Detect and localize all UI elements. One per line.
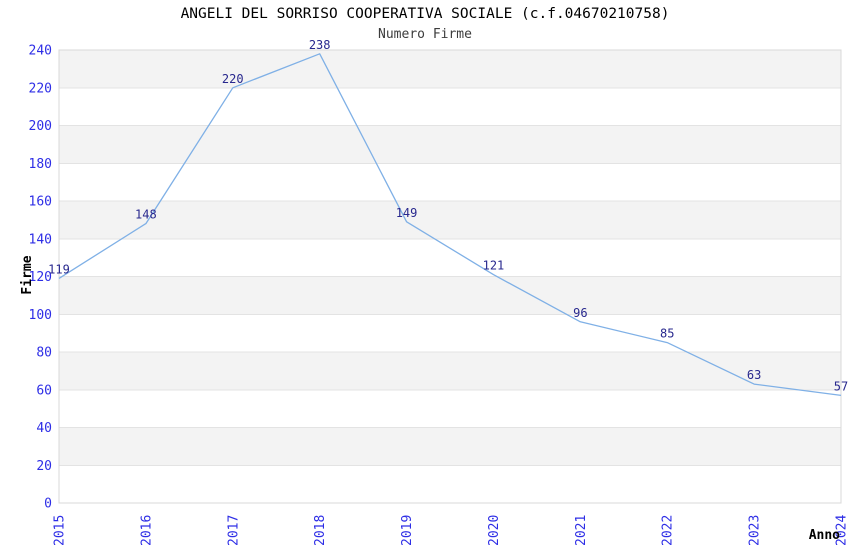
y-axis-tick-label: 200 bbox=[29, 119, 52, 134]
data-point-label: 148 bbox=[135, 208, 157, 222]
y-axis-tick-label: 240 bbox=[29, 44, 52, 59]
x-axis-tick-label: 2021 bbox=[574, 515, 589, 546]
x-axis-tick-label: 2017 bbox=[226, 515, 241, 546]
data-point-label: 238 bbox=[309, 38, 331, 52]
data-point-label: 85 bbox=[660, 327, 674, 341]
data-point-label: 57 bbox=[834, 379, 848, 393]
data-point-label: 121 bbox=[483, 259, 505, 273]
y-axis-tick-label: 40 bbox=[36, 421, 52, 436]
x-axis-tick-label: 2020 bbox=[487, 515, 502, 546]
x-axis-title: Anno bbox=[809, 528, 840, 543]
y-axis-tick-label: 180 bbox=[29, 157, 52, 172]
y-axis-tick-label: 20 bbox=[36, 459, 52, 474]
x-axis-tick-label: 2019 bbox=[400, 515, 415, 546]
grid-band bbox=[59, 50, 841, 88]
data-line bbox=[58, 53, 842, 397]
y-axis-tick-label: 160 bbox=[29, 195, 52, 210]
data-point-label: 220 bbox=[222, 72, 244, 86]
data-point-label: 149 bbox=[396, 206, 418, 220]
y-axis-tick-label: 60 bbox=[36, 383, 52, 398]
grid-band bbox=[59, 276, 841, 315]
y-axis-tick-label: 140 bbox=[29, 232, 52, 247]
y-axis-tick-label: 80 bbox=[36, 346, 52, 361]
x-axis-tick-label: 2016 bbox=[139, 515, 154, 546]
grid-band bbox=[59, 427, 841, 466]
x-axis-tick-label: 2022 bbox=[661, 515, 676, 546]
chart-title: ANGELI DEL SORRISO COOPERATIVA SOCIALE (… bbox=[180, 6, 670, 22]
x-axis-tick-label: 2024 bbox=[835, 515, 850, 546]
y-axis-tick-label: 0 bbox=[44, 497, 52, 512]
grid-band bbox=[59, 352, 841, 390]
data-point-label: 119 bbox=[48, 262, 70, 276]
x-axis-tick-label: 2018 bbox=[313, 515, 328, 546]
data-point-label: 63 bbox=[747, 368, 761, 382]
chart-subtitle: Numero Firme bbox=[378, 27, 472, 42]
plot-border bbox=[58, 49, 842, 504]
y-axis-tick-label: 220 bbox=[29, 81, 52, 96]
x-axis-tick-label: 2015 bbox=[53, 515, 68, 546]
grid-band bbox=[59, 125, 841, 164]
y-axis-tick-label: 100 bbox=[29, 308, 52, 323]
data-point-label: 96 bbox=[573, 306, 587, 320]
y-axis-tick-label: 120 bbox=[29, 270, 52, 285]
grid-band bbox=[59, 201, 841, 239]
y-axis-title: Firme bbox=[20, 255, 35, 294]
x-axis-tick-label: 2023 bbox=[748, 515, 763, 546]
